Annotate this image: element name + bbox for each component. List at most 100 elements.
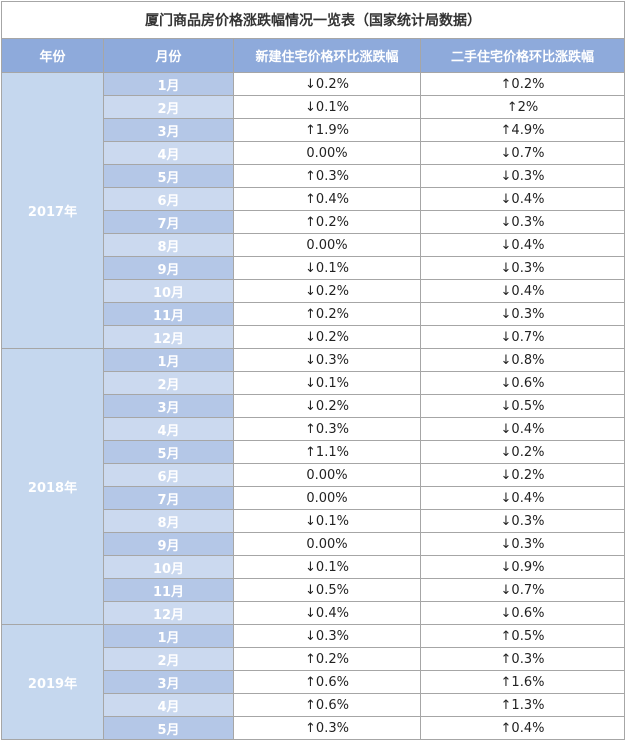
year-cell: 2019年 bbox=[1, 624, 104, 740]
resale-home-change: ↓0.3% bbox=[420, 256, 625, 280]
resale-home-change: ↓0.4% bbox=[420, 187, 625, 211]
new-home-change: ↑0.3% bbox=[233, 716, 421, 740]
table-row: 10月 ↓0.2% ↓0.4% bbox=[2, 279, 625, 303]
new-home-change: ↑0.2% bbox=[233, 210, 421, 234]
month-cell: 1月 bbox=[103, 348, 234, 372]
resale-home-change: ↓0.3% bbox=[420, 532, 625, 556]
table-row: 5月 ↑0.3% ↑0.4% bbox=[2, 716, 625, 740]
month-cell: 6月 bbox=[103, 463, 234, 487]
header-row: 年份 月份 新建住宅价格环比涨跌幅 二手住宅价格环比涨跌幅 bbox=[1, 38, 625, 73]
resale-home-change: ↑0.3% bbox=[420, 647, 625, 671]
table-row: 7月 ↑0.2% ↓0.3% bbox=[2, 210, 625, 234]
table-row: 3月 ↑0.6% ↑1.6% bbox=[2, 670, 625, 694]
new-home-change: ↓0.2% bbox=[233, 325, 421, 349]
new-home-change: ↑0.4% bbox=[233, 187, 421, 211]
table-row: 4月 0.00% ↓0.7% bbox=[2, 141, 625, 165]
resale-home-change: ↓0.9% bbox=[420, 555, 625, 579]
new-home-change: 0.00% bbox=[233, 141, 421, 165]
month-cell: 10月 bbox=[103, 555, 234, 579]
month-cell: 2月 bbox=[103, 95, 234, 119]
month-cell: 3月 bbox=[103, 118, 234, 142]
resale-home-change: ↑0.4% bbox=[420, 716, 625, 740]
month-cell: 7月 bbox=[103, 210, 234, 234]
table-title: 厦门商品房价格涨跌幅情况一览表（国家统计局数据） bbox=[1, 1, 625, 39]
new-home-change: ↓0.1% bbox=[233, 256, 421, 280]
resale-home-change: ↓0.6% bbox=[420, 371, 625, 395]
header-cell: 二手住宅价格环比涨跌幅 bbox=[420, 38, 625, 73]
month-cell: 5月 bbox=[103, 716, 234, 740]
table-row: 6月 0.00% ↓0.2% bbox=[2, 463, 625, 487]
table-row: 5月 ↑1.1% ↓0.2% bbox=[2, 440, 625, 464]
new-home-change: 0.00% bbox=[233, 486, 421, 510]
month-cell: 2月 bbox=[103, 371, 234, 395]
new-home-change: ↓0.2% bbox=[233, 279, 421, 303]
resale-home-change: ↓0.5% bbox=[420, 394, 625, 418]
table-row: 4月 ↑0.3% ↓0.4% bbox=[2, 417, 625, 441]
table-row: 2017年 1月 ↓0.2% ↑0.2% bbox=[1, 72, 625, 349]
new-home-change: ↓0.2% bbox=[233, 72, 421, 96]
month-cell: 3月 bbox=[103, 394, 234, 418]
resale-home-change: ↓0.3% bbox=[420, 164, 625, 188]
month-cell: 7月 bbox=[103, 486, 234, 510]
month-cell: 8月 bbox=[103, 509, 234, 533]
table-row: 3月 ↓0.2% ↓0.5% bbox=[2, 394, 625, 418]
resale-home-change: ↑1.6% bbox=[420, 670, 625, 694]
resale-home-change: ↓0.4% bbox=[420, 417, 625, 441]
month-cell: 5月 bbox=[103, 440, 234, 464]
new-home-change: ↓0.3% bbox=[233, 348, 421, 372]
resale-home-change: ↓0.7% bbox=[420, 325, 625, 349]
resale-home-change: ↓0.7% bbox=[420, 578, 625, 602]
new-home-change: ↓0.1% bbox=[233, 509, 421, 533]
month-cell: 12月 bbox=[103, 325, 234, 349]
month-cell: 6月 bbox=[103, 187, 234, 211]
month-cell: 8月 bbox=[103, 233, 234, 257]
month-cell: 9月 bbox=[103, 532, 234, 556]
new-home-change: ↑1.1% bbox=[233, 440, 421, 464]
table-row: 7月 0.00% ↓0.4% bbox=[2, 486, 625, 510]
month-cell: 12月 bbox=[103, 601, 234, 625]
new-home-change: 0.00% bbox=[233, 532, 421, 556]
new-home-change: ↑0.6% bbox=[233, 670, 421, 694]
new-home-change: ↓0.1% bbox=[233, 371, 421, 395]
resale-home-change: ↓0.4% bbox=[420, 486, 625, 510]
month-cell: 5月 bbox=[103, 164, 234, 188]
month-cell: 1月 bbox=[103, 624, 234, 648]
new-home-change: ↑0.2% bbox=[233, 647, 421, 671]
resale-home-change: ↓0.8% bbox=[420, 348, 625, 372]
month-cell: 10月 bbox=[103, 279, 234, 303]
resale-home-change: ↑0.2% bbox=[420, 72, 625, 96]
resale-home-change: ↑2% bbox=[420, 95, 625, 119]
resale-home-change: ↓0.3% bbox=[420, 302, 625, 326]
new-home-change: 0.00% bbox=[233, 233, 421, 257]
table-row: 2019年 1月 ↓0.3% ↑0.5% bbox=[1, 624, 625, 740]
header-cell: 年份 bbox=[1, 38, 104, 73]
new-home-change: ↑0.6% bbox=[233, 693, 421, 717]
table-row: 11月 ↑0.2% ↓0.3% bbox=[2, 302, 625, 326]
resale-home-change: ↓0.4% bbox=[420, 233, 625, 257]
new-home-change: ↑0.2% bbox=[233, 302, 421, 326]
new-home-change: ↓0.4% bbox=[233, 601, 421, 625]
header-cell: 月份 bbox=[103, 38, 234, 73]
resale-home-change: ↓0.3% bbox=[420, 509, 625, 533]
new-home-change: ↑0.3% bbox=[233, 164, 421, 188]
table-row: 9月 0.00% ↓0.3% bbox=[2, 532, 625, 556]
new-home-change: ↑0.3% bbox=[233, 417, 421, 441]
year-cell: 2018年 bbox=[1, 348, 104, 625]
table-row: 11月 ↓0.5% ↓0.7% bbox=[2, 578, 625, 602]
table-row: 2月 ↓0.1% ↓0.6% bbox=[2, 371, 625, 395]
new-home-change: ↑1.9% bbox=[233, 118, 421, 142]
month-cell: 1月 bbox=[103, 72, 234, 96]
month-cell: 9月 bbox=[103, 256, 234, 280]
new-home-change: ↓0.3% bbox=[233, 624, 421, 648]
year-cell: 2017年 bbox=[1, 72, 104, 349]
table-row: 2018年 1月 ↓0.3% ↓0.8% bbox=[1, 348, 625, 625]
resale-home-change: ↓0.2% bbox=[420, 440, 625, 464]
resale-home-change: ↓0.6% bbox=[420, 601, 625, 625]
new-home-change: ↓0.1% bbox=[233, 95, 421, 119]
table-row: 10月 ↓0.1% ↓0.9% bbox=[2, 555, 625, 579]
table-row: 8月 0.00% ↓0.4% bbox=[2, 233, 625, 257]
month-cell: 2月 bbox=[103, 647, 234, 671]
month-cell: 11月 bbox=[103, 302, 234, 326]
table-row: 6月 ↑0.4% ↓0.4% bbox=[2, 187, 625, 211]
